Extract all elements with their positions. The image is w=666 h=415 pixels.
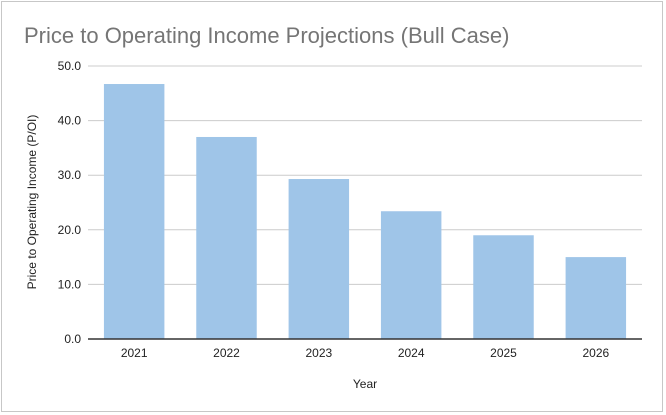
y-tick-label: 50.0 [58,59,82,73]
x-axis-label: Year [353,377,377,391]
bar-2021[interactable] [103,84,165,339]
y-axis-label: Price to Operating Income (P/OI) [25,115,39,290]
y-tick-label: 40.0 [58,114,82,128]
y-tick-label: 30.0 [58,168,82,182]
bar-2022[interactable] [196,136,257,339]
x-tick-label: 2023 [305,346,332,360]
y-tick-label: 10.0 [58,277,82,291]
chart-title: Price to Operating Income Projections (B… [24,23,509,48]
bar-2026[interactable] [565,257,627,339]
y-axis-ticks: 0.0 10.0 20.0 30.0 40.0 50.0 [58,59,82,346]
bar-2023[interactable] [288,179,350,339]
x-tick-label: 2024 [398,346,425,360]
x-tick-label: 2021 [121,346,148,360]
x-tick-label: 2025 [490,346,517,360]
y-tick-label: 0.0 [64,332,81,346]
bars [103,84,627,339]
bar-2025[interactable] [473,235,534,339]
y-tick-label: 20.0 [58,223,82,237]
x-axis-ticks: 2021 2022 2023 2024 2025 2026 [121,346,610,360]
x-tick-label: 2026 [582,346,609,360]
gridlines [88,65,642,285]
bar-2024[interactable] [380,211,442,339]
x-tick-label: 2022 [213,346,240,360]
